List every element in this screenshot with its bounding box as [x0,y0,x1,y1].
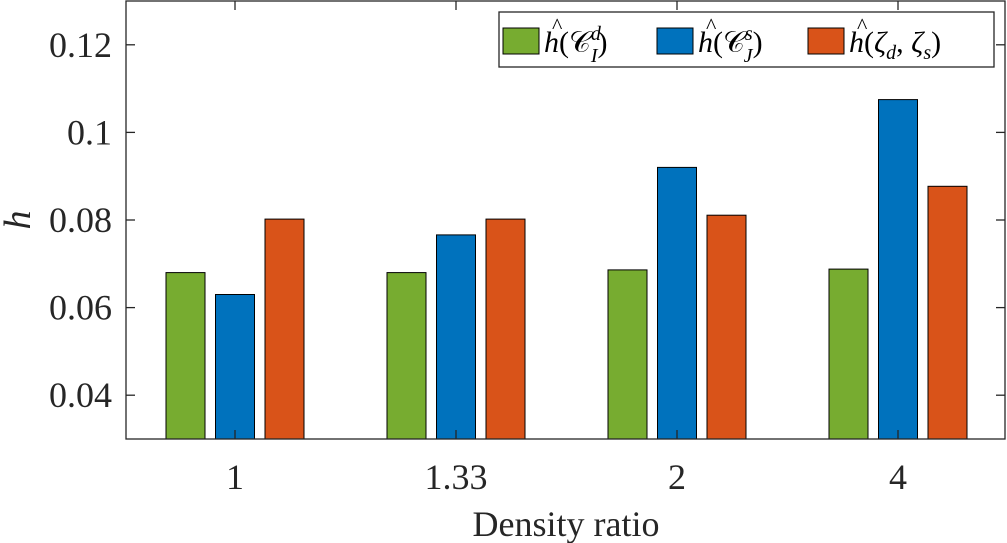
ticks-group: 0.04 0.06 0.08 0.1 0.12 1 1.33 2 4 [49,1,1005,497]
legend-box [498,11,995,68]
bars-group [165,99,968,440]
x-tick-label-3: 4 [889,457,907,497]
bar-s2-c3 [927,185,968,440]
x-axis-title: Density ratio [473,504,660,543]
x-tick-label-1: 1.33 [425,457,488,497]
legend: ^ h(𝒞d I) ^ h(𝒞s J) ^ h(ζd, ζs) [498,7,995,68]
legend-label-cjs: ^ h(𝒞s J) [698,7,763,67]
y-tick-label-3: 0.1 [67,112,112,152]
bar-s2-c1 [485,218,526,440]
bar-s2-c0 [264,218,305,440]
bar-s0-c3 [828,268,869,440]
bar-s0-c1 [386,272,427,440]
legend-label-cid: ^ h(𝒞d I) [544,7,608,67]
bar-s0-c2 [607,269,648,440]
legend-swatch-zeta [807,27,845,55]
legend-hat-zeta: ^ [857,13,868,38]
legend-swatch-cjs [656,27,694,55]
x-tick-label-0: 1 [226,457,244,497]
y-tick-label-4: 0.12 [49,25,112,65]
legend-swatch-cid [502,27,540,55]
y-tick-label-1: 0.06 [49,288,112,328]
bar-s0-c0 [165,272,206,440]
bar-s1-c0 [215,294,255,440]
y-axis-title: h [0,211,39,230]
y-tick-label-2: 0.08 [49,200,112,240]
y-tick-label-0: 0.04 [49,375,112,415]
bar-s1-c3 [878,99,918,440]
x-tick-label-2: 2 [668,457,686,497]
bar-s1-c2 [657,166,697,440]
legend-hat-cjs: ^ [706,13,717,38]
bar-s1-c1 [436,234,476,440]
legend-label-zeta: ^ h(ζd, ζs) [849,7,941,64]
legend-hat-cid: ^ [552,13,563,38]
bar-s2-c2 [706,214,747,440]
